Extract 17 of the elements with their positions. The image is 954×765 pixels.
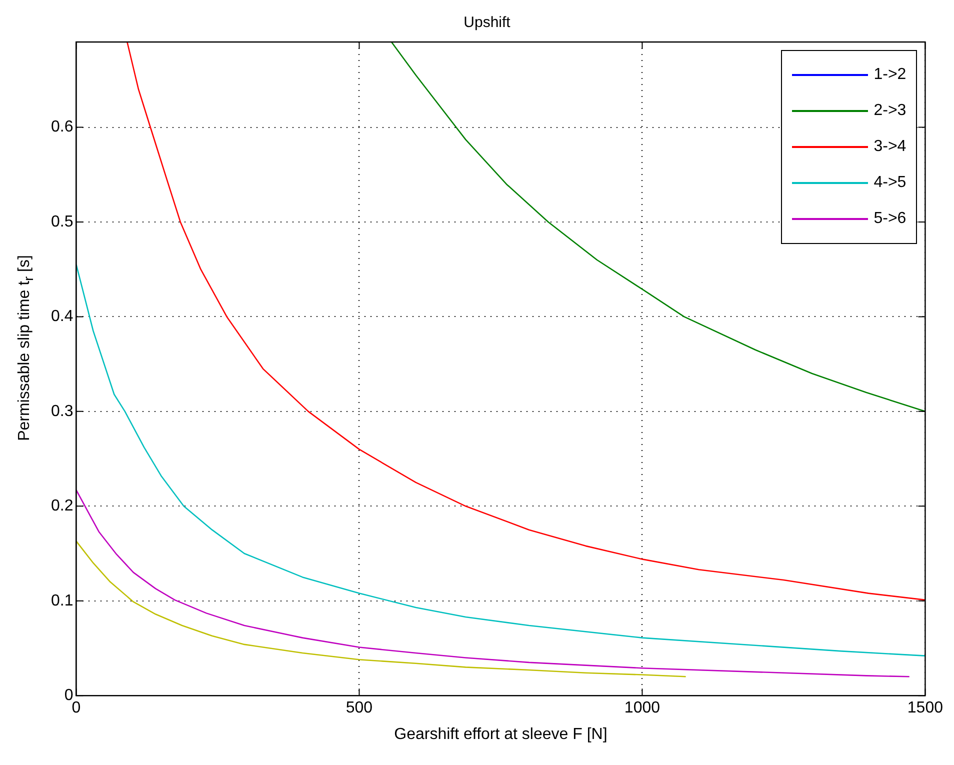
legend-label: 2->3 bbox=[874, 102, 906, 120]
y-tick-label: 0 bbox=[64, 687, 74, 704]
y-tick-label: 0.4 bbox=[50, 308, 74, 326]
x-tick-label: 1000 bbox=[624, 700, 660, 717]
y-tick-label: 0.2 bbox=[50, 498, 74, 515]
y-tick-label: 0.5 bbox=[50, 213, 74, 230]
legend-label: 4->5 bbox=[874, 174, 906, 192]
y-tick-label: 0.1 bbox=[50, 592, 74, 610]
x-tick-label: 1500 bbox=[907, 700, 944, 717]
y-tick-label: 0.6 bbox=[50, 118, 74, 136]
x-tick-label: 500 bbox=[346, 700, 373, 717]
legend-label: 5->6 bbox=[874, 210, 906, 228]
y-tick-label: 0.3 bbox=[50, 402, 74, 420]
legend-label: 3->4 bbox=[874, 138, 906, 156]
chart-title: Upshift bbox=[464, 14, 512, 32]
legend-label: 1->2 bbox=[874, 66, 906, 84]
x-axis-title: Gearshift effort at sleeve F [N] bbox=[394, 726, 608, 743]
